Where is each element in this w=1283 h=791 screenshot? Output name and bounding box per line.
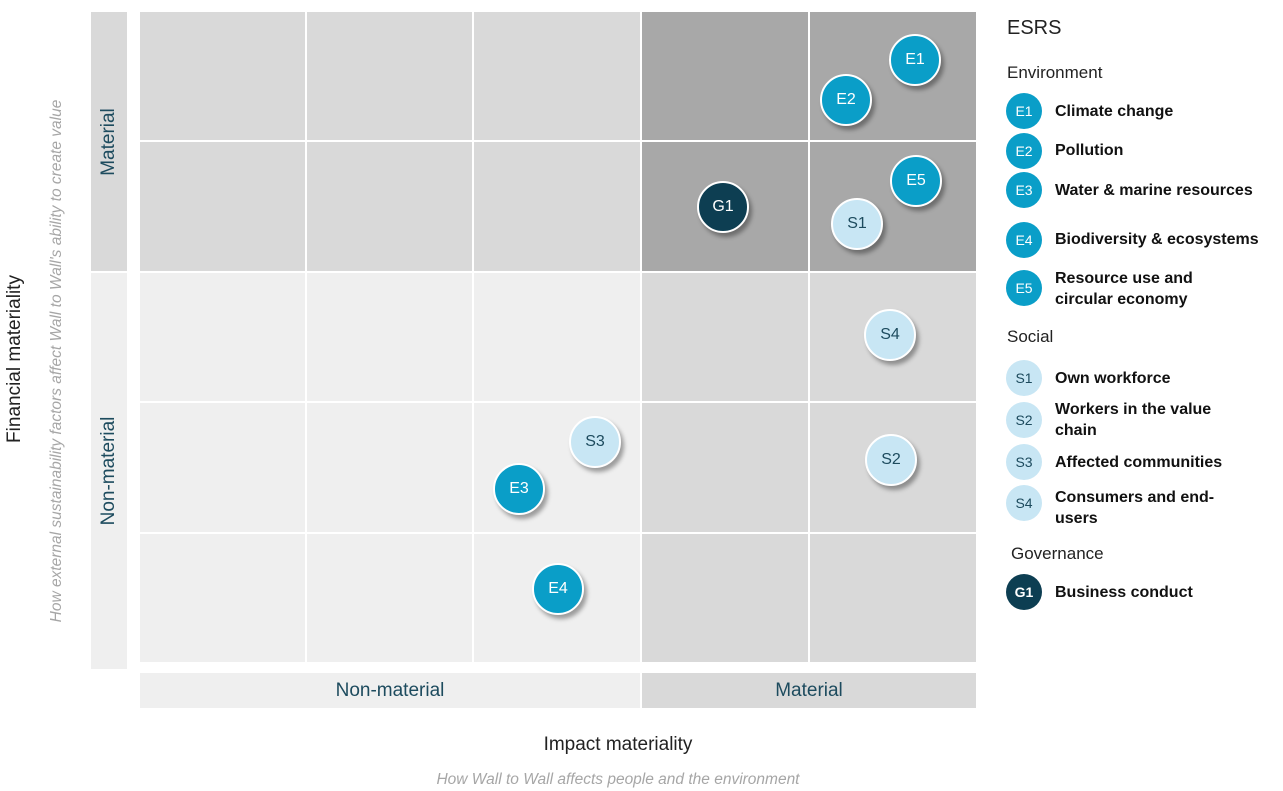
legend-heading-environment: Environment	[1007, 63, 1103, 82]
legend-label-e5: Resource use and circular economy	[1055, 270, 1193, 308]
legend-icon-s4: S4	[1006, 485, 1042, 521]
legend-heading-governance: Governance	[1011, 544, 1104, 563]
legend-label-e1: Climate change	[1055, 103, 1174, 120]
bubble-e1: E1	[889, 34, 941, 86]
cell	[642, 273, 808, 401]
cell	[642, 12, 808, 140]
bubble-s3: S3	[569, 416, 621, 468]
y-axis-title: Financial materiality	[4, 275, 25, 443]
bubble-e2: E2	[820, 74, 872, 126]
legend-title: ESRS	[1007, 17, 1062, 39]
cell	[140, 12, 305, 140]
cell	[140, 142, 305, 271]
bubble-e4: E4	[532, 563, 584, 615]
cell	[642, 534, 808, 662]
y-band-material	[91, 12, 127, 271]
bubble-s1: S1	[831, 198, 883, 250]
y-band-non-material	[91, 273, 127, 669]
cell	[474, 142, 640, 271]
cell	[307, 273, 472, 401]
legend-icon-s1: S1	[1006, 360, 1042, 396]
legend-icon-e1: E1	[1006, 93, 1042, 129]
legend-heading-social: Social	[1007, 327, 1054, 346]
x-axis-title: Impact materiality	[543, 734, 693, 755]
cell	[810, 142, 976, 271]
y-band-label-material: Material	[98, 108, 119, 176]
x-band-non-material	[140, 673, 640, 708]
legend-label-e3: Water & marine resources	[1055, 182, 1253, 199]
x-axis-subtitle: How Wall to Wall affects people and the …	[436, 771, 800, 788]
x-band-label-material: Material	[775, 680, 843, 701]
y-axis-subtitle: How external sustainability factors affe…	[48, 99, 65, 623]
legend-label-s4: Consumers and end-users	[1055, 489, 1215, 527]
cell	[140, 403, 305, 532]
legend-label-s2: Workers in the value chain	[1055, 401, 1212, 439]
legend-icon-e3: E3	[1006, 172, 1042, 208]
cell	[642, 403, 808, 532]
cell	[140, 534, 305, 662]
legend-label-s1: Own workforce	[1055, 370, 1171, 387]
legend-label-e2: Pollution	[1055, 142, 1124, 159]
bubble-s2: S2	[865, 434, 917, 486]
legend-icon-e5: E5	[1006, 270, 1042, 306]
legend-icon-e2: E2	[1006, 133, 1042, 169]
legend-icon-s3: S3	[1006, 444, 1042, 480]
cell	[810, 534, 976, 662]
legend-label-g1: Business conduct	[1055, 584, 1193, 601]
bubble-s4: S4	[864, 309, 916, 361]
y-band-label-non-material: Non-material	[98, 416, 119, 526]
legend-label-e4: Biodiversity & ecosystems	[1055, 231, 1259, 248]
cell	[307, 534, 472, 662]
bubble-g1: G1	[697, 181, 749, 233]
cell	[474, 273, 640, 401]
cell	[307, 403, 472, 532]
legend-icon-g1: G1	[1006, 574, 1042, 610]
cell	[140, 273, 305, 401]
legend-label-s3: Affected communities	[1055, 454, 1223, 471]
bubble-e3: E3	[493, 463, 545, 515]
cell	[307, 12, 472, 140]
bubble-e5: E5	[890, 155, 942, 207]
cell	[307, 142, 472, 271]
cell	[474, 403, 640, 532]
cell	[474, 12, 640, 140]
x-band-material	[642, 673, 976, 708]
x-band-label-non-material: Non-material	[335, 680, 445, 701]
legend-icon-e4: E4	[1006, 222, 1042, 258]
legend-icon-s2: S2	[1006, 402, 1042, 438]
